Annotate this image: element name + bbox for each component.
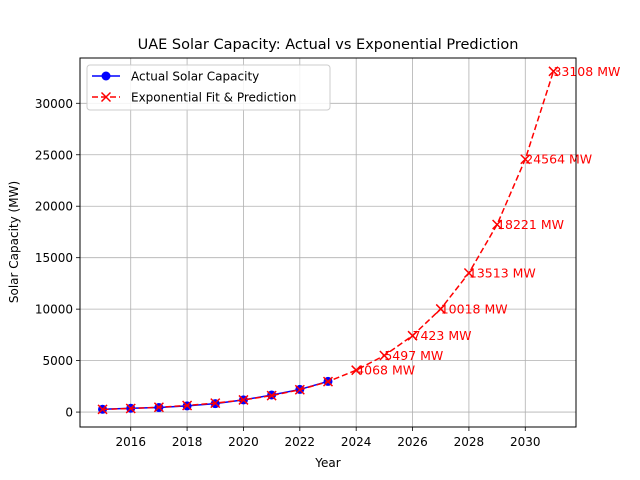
data-label: 4068 MW	[356, 363, 415, 378]
y-tick-label: 25000	[35, 148, 73, 162]
legend-item-actual: Actual Solar Capacity	[92, 70, 259, 84]
x-tick-label: 2030	[510, 435, 541, 449]
data-label: 18221 MW	[497, 217, 564, 232]
series-layer	[97, 66, 559, 415]
y-tick-label: 0	[65, 406, 73, 420]
data-point	[238, 394, 249, 405]
y-tick-label: 10000	[35, 303, 73, 317]
data-point	[548, 66, 559, 77]
y-tick-label: 15000	[35, 251, 73, 265]
x-tick-label: 2022	[285, 435, 316, 449]
data-point	[351, 365, 362, 376]
data-label: 24564 MW	[525, 152, 592, 167]
legend-label-prediction: Exponential Fit & Prediction	[131, 91, 296, 105]
legend-marker-actual	[101, 71, 111, 81]
data-label: 13513 MW	[469, 265, 536, 280]
data-label: 33108 MW	[553, 64, 620, 79]
data-label: 5497 MW	[384, 348, 443, 363]
x-tick-label: 2026	[397, 435, 428, 449]
plot-area	[80, 58, 576, 427]
data-point	[322, 376, 334, 387]
y-tick-label: 5000	[42, 354, 73, 368]
x-tick-label: 2024	[341, 435, 372, 449]
x-axis-label: Year	[314, 456, 340, 470]
y-axis: 0 5000 10000 15000 20000 25000 30000	[35, 97, 80, 420]
x-axis: 2016 2018 2020 2022 2024 2026 2028 2030	[115, 427, 541, 449]
data-point	[97, 404, 108, 415]
data-point	[210, 398, 221, 409]
legend-item-prediction: Exponential Fit & Prediction	[92, 91, 296, 105]
chart-title: UAE Solar Capacity: Actual vs Exponentia…	[138, 37, 519, 53]
data-point	[379, 350, 390, 361]
data-point	[266, 390, 277, 401]
data-point	[182, 400, 193, 411]
x-tick-label: 2016	[115, 435, 146, 449]
legend-label-actual: Actual Solar Capacity	[131, 70, 259, 84]
data-point	[520, 154, 531, 165]
data-label: 7423 MW	[413, 328, 472, 343]
x-tick-label: 2020	[228, 435, 259, 449]
data-point	[492, 219, 503, 230]
legend-box	[86, 64, 331, 111]
data-point	[407, 330, 418, 341]
x-tick-label: 2018	[172, 435, 203, 449]
y-axis-label: Solar Capacity (MW)	[7, 181, 21, 303]
data-point	[125, 403, 136, 414]
data-point	[463, 267, 474, 279]
y-tick-label: 30000	[35, 97, 73, 111]
data-point	[294, 384, 305, 395]
y-tick-label: 20000	[35, 200, 73, 214]
data-label: 10018 MW	[441, 301, 508, 316]
legend-marker-prediction	[100, 91, 112, 103]
series-prediction	[97, 66, 559, 415]
data-point	[435, 303, 446, 314]
plot-frame	[79, 57, 577, 428]
x-tick-label: 2028	[454, 435, 485, 449]
legend: Actual Solar Capacity Exponential Fit & …	[86, 64, 331, 111]
data-point	[153, 402, 164, 413]
